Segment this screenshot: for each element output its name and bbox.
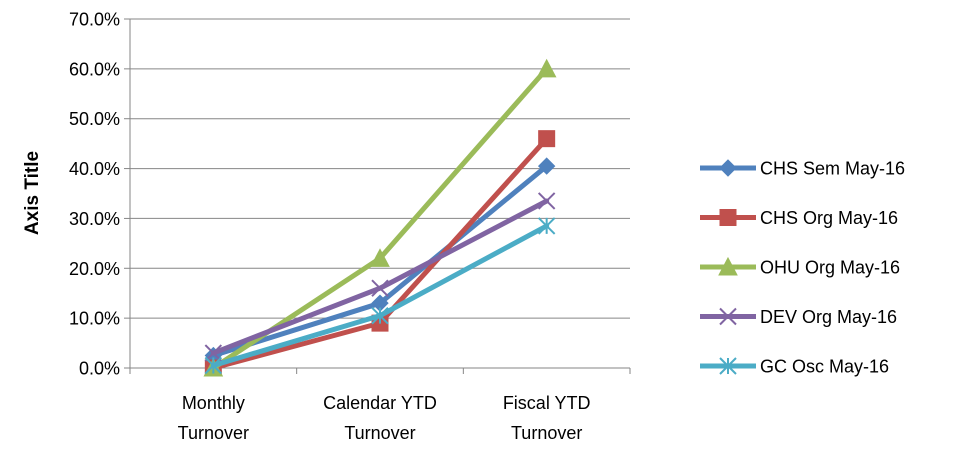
legend-item: CHS Sem May-16 (700, 159, 905, 179)
legend-label: DEV Org May-16 (760, 307, 897, 327)
legend-item: GC Osc May-16 (700, 357, 889, 377)
x-tick-label: Calendar YTD Turnover (323, 393, 437, 443)
x-tick-label: Monthly Turnover (178, 393, 249, 443)
marker-star (371, 306, 389, 325)
legend-item: DEV Org May-16 (700, 307, 897, 327)
marker-triangle (536, 58, 557, 78)
gridlines (130, 18, 630, 319)
legend-label: GC Osc May-16 (760, 357, 889, 377)
y-tick-label: 30.0% (69, 209, 120, 229)
y-axis-title: Axis Title (22, 151, 43, 235)
series-gc-osc-may-16 (204, 217, 556, 375)
legend-label: OHU Org May-16 (760, 258, 900, 278)
legend-item: CHS Org May-16 (700, 208, 898, 228)
marker-diamond (719, 159, 737, 177)
y-tick-label: 20.0% (69, 259, 120, 279)
y-tick-label: 40.0% (69, 159, 120, 179)
marker-star (537, 217, 556, 235)
marker-x (371, 279, 389, 297)
x-tick-label: Fiscal YTD Turnover (503, 393, 591, 443)
series-dev-org-may-16 (204, 192, 556, 362)
marker-star (204, 356, 223, 375)
legend-label: CHS Sem May-16 (760, 159, 905, 179)
y-tick-label: 70.0% (69, 10, 120, 30)
y-tick-label: 60.0% (69, 59, 120, 79)
marker-square (719, 209, 737, 226)
marker-x (204, 344, 223, 362)
marker-triangle (718, 256, 738, 276)
y-tick-label: 50.0% (69, 109, 120, 129)
legend-item: OHU Org May-16 (700, 256, 900, 278)
series-lines (203, 58, 557, 377)
y-tick-label: 10.0% (69, 309, 120, 329)
axes: 0.0% 10.0% 20.0% 30.0% 40.0% 50.0% 60.0% 70.0% M… (69, 10, 631, 443)
legend-label: CHS Org May-16 (760, 208, 898, 228)
marker-x (719, 307, 737, 326)
marker-square (538, 130, 556, 148)
legend: CHS Sem May-16 CHS Org May-16 OHU Org May-… (700, 159, 905, 377)
marker-x (537, 192, 556, 210)
marker-star (719, 357, 737, 375)
y-tick-label: 0.0% (79, 359, 120, 379)
marker-diamond (537, 157, 556, 175)
marker-triangle (370, 248, 390, 267)
